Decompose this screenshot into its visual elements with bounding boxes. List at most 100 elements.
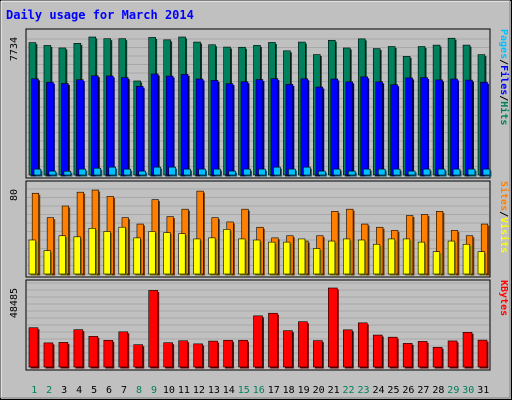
bar-pages-day-12-face — [198, 168, 206, 176]
bar-files-day-31 — [480, 81, 489, 177]
bar-kbytes-day-26 — [402, 343, 414, 369]
bar-files-day-17 — [270, 78, 280, 177]
bar-pages-day-26-face — [407, 170, 416, 176]
x-tick-label-day-26: 26 — [402, 385, 414, 396]
bar-kbytes-day-9-face — [148, 290, 158, 368]
y-axis-max-label: 80 — [9, 189, 20, 201]
bar-files-day-14-face — [225, 83, 234, 176]
bar-kbytes-day-1-face — [28, 327, 39, 368]
bar-files-day-13 — [210, 80, 220, 177]
bar-visits-day-10-face — [163, 232, 171, 275]
bar-visits-day-11-face — [178, 233, 186, 275]
bar-files-day-29 — [450, 78, 459, 177]
bar-kbytes-day-18 — [283, 330, 294, 369]
bar-pages-day-10-face — [168, 166, 176, 176]
bar-pages-day-29 — [452, 168, 462, 177]
x-tick-label-day-4: 4 — [76, 385, 82, 396]
bar-visits-day-24 — [372, 243, 382, 276]
legend-separator: / — [498, 59, 509, 65]
bar-pages-day-21-face — [333, 168, 341, 176]
bar-pages-day-27 — [422, 168, 432, 177]
bar-files-day-5-face — [91, 75, 99, 176]
bar-visits-day-21 — [328, 240, 337, 276]
bar-kbytes-day-14 — [223, 339, 235, 369]
bar-files-day-11 — [180, 74, 190, 177]
bar-files-day-24 — [375, 81, 385, 177]
bar-kbytes-day-14-face — [223, 339, 233, 368]
x-tick-label-day-20: 20 — [313, 385, 325, 396]
bar-kbytes-day-12-face — [193, 343, 203, 368]
bar-visits-day-1 — [28, 239, 38, 276]
bar-kbytes-day-2-face — [43, 342, 54, 368]
bar-kbytes-day-8 — [133, 344, 145, 369]
bar-pages-day-11-face — [183, 168, 191, 176]
bar-pages-day-28-face — [437, 168, 446, 176]
bar-visits-day-13-face — [208, 237, 216, 275]
bar-files-day-13-face — [210, 80, 219, 176]
bar-kbytes-day-11-face — [178, 340, 188, 368]
bar-pages-day-15-face — [243, 168, 251, 176]
bar-files-day-16-face — [255, 79, 264, 176]
bar-pages-day-31-face — [482, 168, 491, 176]
bar-visits-day-19-face — [298, 238, 306, 275]
bar-files-day-6-face — [106, 75, 114, 176]
bar-pages-day-3 — [63, 170, 73, 177]
x-tick-label-day-17: 17 — [268, 385, 280, 396]
bar-kbytes-day-25-face — [387, 336, 398, 368]
bar-kbytes-day-9 — [148, 290, 160, 369]
bar-files-day-2 — [46, 81, 55, 177]
bar-visits-day-25 — [387, 238, 397, 276]
bar-kbytes-day-24 — [372, 334, 384, 369]
bar-visits-day-19 — [298, 238, 307, 276]
bar-visits-day-24-face — [372, 243, 381, 275]
bar-kbytes-day-4 — [73, 329, 85, 369]
bar-visits-day-7 — [118, 226, 127, 276]
bar-visits-day-1-face — [28, 239, 36, 275]
bar-files-day-21 — [330, 78, 340, 177]
bar-pages-day-23-face — [362, 168, 371, 176]
bar-visits-day-8 — [133, 237, 142, 276]
chart-title: Daily usage for March 2014 — [6, 8, 194, 22]
bar-pages-day-4-face — [78, 168, 87, 176]
bar-kbytes-day-3 — [58, 342, 70, 369]
bar-pages-day-22-face — [348, 170, 356, 176]
bar-visits-day-26 — [402, 238, 412, 276]
bar-visits-day-10 — [163, 232, 172, 276]
bar-visits-day-25-face — [387, 238, 396, 275]
bar-visits-day-31-face — [477, 251, 485, 275]
bar-kbytes-day-27 — [417, 341, 429, 369]
bar-kbytes-day-12 — [193, 343, 205, 369]
bar-visits-day-30-face — [462, 243, 470, 275]
bar-pages-day-4 — [78, 168, 88, 177]
bar-kbytes-day-6 — [103, 339, 115, 369]
bar-visits-day-7-face — [118, 226, 126, 275]
bar-kbytes-day-19 — [298, 321, 309, 369]
bar-files-day-30 — [465, 79, 474, 177]
bar-pages-day-9-face — [153, 166, 161, 176]
x-tick-label-day-5: 5 — [91, 385, 97, 396]
bar-pages-day-25 — [392, 168, 402, 177]
x-tick-label-day-12: 12 — [193, 385, 205, 396]
panel-hits-files-pages: 7734 Pages/Files/Hits — [9, 28, 510, 179]
bar-pages-day-15 — [243, 168, 252, 177]
x-tick-label-day-2: 2 — [46, 385, 52, 396]
x-tick-label-day-9: 9 — [151, 385, 157, 396]
bar-visits-day-16 — [253, 239, 262, 276]
bar-files-day-8-face — [135, 86, 144, 176]
bar-visits-day-27 — [417, 241, 427, 276]
y-axis-max-label: 7734 — [9, 37, 20, 61]
bar-visits-day-8-face — [133, 237, 141, 275]
bar-kbytes-day-21-face — [328, 287, 338, 368]
bar-pages-day-2-face — [48, 170, 57, 176]
bar-pages-day-17-face — [273, 166, 281, 176]
bar-visits-day-16-face — [253, 239, 261, 275]
bar-kbytes-day-5 — [88, 336, 100, 369]
bar-kbytes-day-16 — [253, 315, 264, 369]
bar-files-day-23 — [360, 76, 370, 177]
x-tick-label-day-31: 31 — [477, 385, 489, 396]
bar-pages-day-8 — [138, 170, 148, 177]
legend-pages: Pages — [498, 29, 509, 59]
bar-kbytes-day-4-face — [73, 329, 84, 368]
bar-pages-day-7-face — [123, 168, 131, 176]
